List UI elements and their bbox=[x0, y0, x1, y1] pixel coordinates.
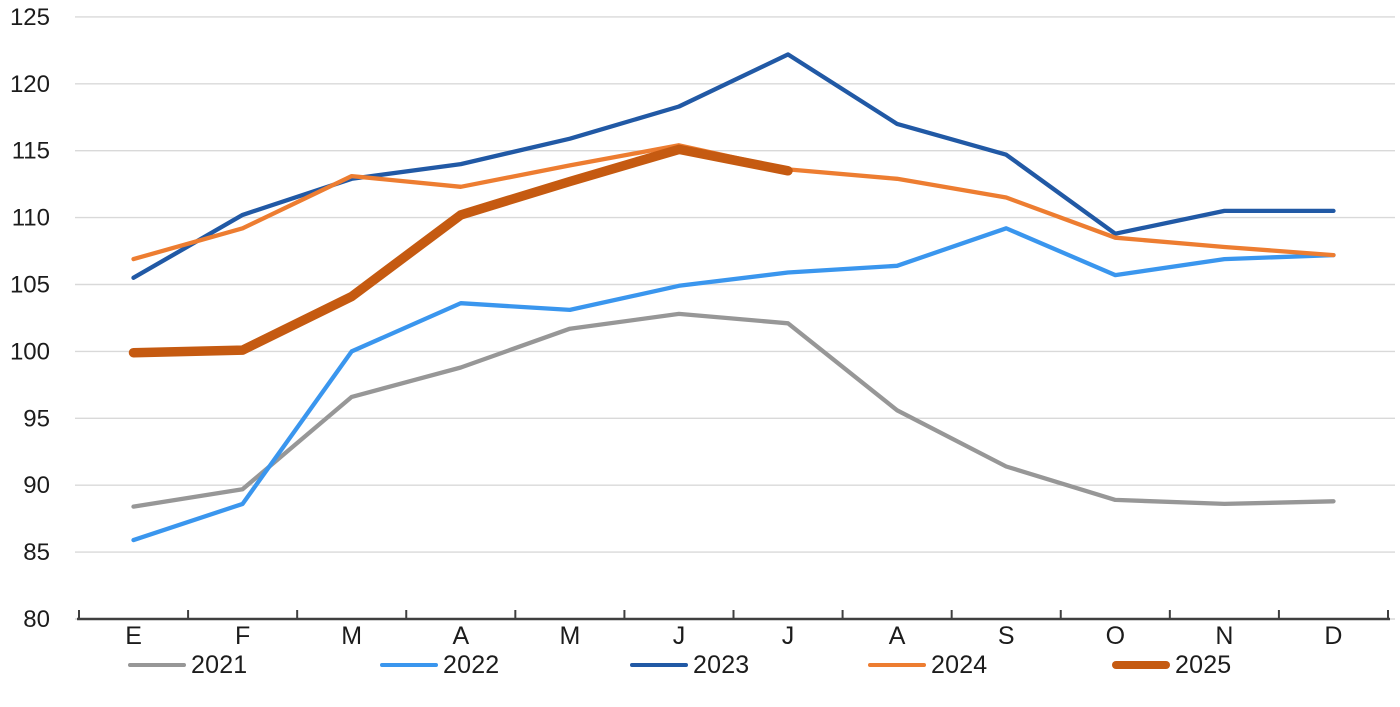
x-tick-label-8: S bbox=[998, 622, 1015, 650]
y-tick-label-110: 110 bbox=[12, 205, 50, 232]
legend-item-2022: 2022 bbox=[380, 648, 499, 682]
x-tick-label-11: D bbox=[1324, 622, 1342, 650]
legend: 2021 2022 2023 2024 2025 bbox=[0, 648, 1400, 684]
legend-chip-2025 bbox=[1112, 661, 1170, 669]
legend-label: 2021 bbox=[191, 650, 248, 679]
legend-chip-2023 bbox=[630, 662, 688, 668]
y-tick-label-80: 80 bbox=[23, 606, 50, 633]
x-tick-label-3: A bbox=[452, 622, 469, 650]
x-tick-label-5: J bbox=[673, 622, 686, 650]
series-lines bbox=[128, 52, 1336, 543]
legend-item-2025: 2025 bbox=[1112, 648, 1231, 682]
x-tick-label-4: M bbox=[559, 622, 580, 650]
series-line-2021 bbox=[131, 311, 1336, 509]
legend-chip-2024 bbox=[868, 662, 926, 668]
x-tick-label-6: J bbox=[782, 622, 795, 650]
legend-chip-2022 bbox=[380, 662, 438, 668]
series-line-2022 bbox=[131, 226, 1336, 543]
y-tick-label-100: 100 bbox=[10, 338, 50, 365]
legend-item-2023: 2023 bbox=[630, 648, 749, 682]
series-line-2023 bbox=[131, 52, 1336, 280]
legend-label: 2025 bbox=[1175, 650, 1232, 679]
x-tick-label-2: M bbox=[341, 622, 362, 650]
legend-chip-2021 bbox=[128, 662, 186, 668]
y-tick-label-95: 95 bbox=[23, 405, 50, 432]
y-axis-labels: 125 120 115 110 105 100 95 90 85 80 bbox=[10, 4, 50, 633]
y-tick-label-105: 105 bbox=[10, 272, 50, 299]
x-tick-label-0: E bbox=[125, 622, 142, 650]
x-tick-label-1: F bbox=[235, 622, 250, 650]
y-tick-label-125: 125 bbox=[10, 4, 50, 31]
y-tick-label-85: 85 bbox=[23, 539, 50, 566]
series-line-2025 bbox=[128, 144, 793, 358]
y-tick-label-120: 120 bbox=[10, 71, 50, 98]
legend-item-2024: 2024 bbox=[868, 648, 987, 682]
x-tick-label-9: O bbox=[1106, 622, 1125, 650]
legend-label: 2022 bbox=[443, 650, 500, 679]
y-tick-label-90: 90 bbox=[23, 472, 50, 499]
x-tick-label-10: N bbox=[1215, 622, 1233, 650]
legend-item-2021: 2021 bbox=[128, 648, 247, 682]
x-tick-label-7: A bbox=[889, 622, 906, 650]
x-axis bbox=[77, 610, 1390, 621]
y-tick-label-115: 115 bbox=[12, 138, 50, 165]
legend-label: 2023 bbox=[693, 650, 750, 679]
legend-label: 2024 bbox=[931, 650, 988, 679]
